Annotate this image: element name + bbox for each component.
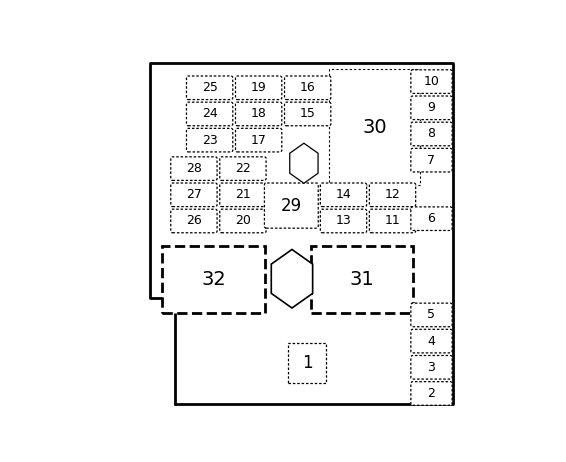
FancyBboxPatch shape — [186, 128, 233, 152]
Polygon shape — [290, 143, 318, 183]
Text: 9: 9 — [427, 101, 435, 114]
Text: 10: 10 — [423, 75, 439, 88]
FancyBboxPatch shape — [220, 157, 266, 181]
Bar — [288, 343, 326, 383]
Text: 31: 31 — [350, 270, 375, 289]
FancyBboxPatch shape — [171, 183, 217, 207]
Text: 18: 18 — [251, 108, 267, 121]
Text: 11: 11 — [385, 214, 400, 227]
FancyBboxPatch shape — [235, 102, 282, 126]
Bar — [329, 69, 420, 185]
FancyBboxPatch shape — [285, 102, 331, 126]
FancyBboxPatch shape — [235, 76, 282, 100]
FancyBboxPatch shape — [411, 96, 452, 120]
FancyBboxPatch shape — [186, 102, 233, 126]
Text: 6: 6 — [427, 212, 435, 225]
Text: 25: 25 — [201, 81, 217, 94]
Text: 28: 28 — [186, 162, 202, 175]
Text: 21: 21 — [235, 188, 251, 201]
FancyBboxPatch shape — [411, 355, 452, 379]
Bar — [311, 246, 413, 313]
FancyBboxPatch shape — [411, 70, 452, 93]
FancyBboxPatch shape — [171, 157, 217, 181]
Text: 17: 17 — [251, 134, 267, 146]
FancyBboxPatch shape — [186, 76, 233, 100]
FancyBboxPatch shape — [220, 183, 266, 207]
Text: 29: 29 — [281, 197, 302, 214]
Text: 22: 22 — [235, 162, 251, 175]
FancyBboxPatch shape — [264, 183, 318, 228]
Text: 27: 27 — [186, 188, 202, 201]
Text: 19: 19 — [251, 81, 267, 94]
Text: 4: 4 — [427, 334, 435, 347]
Text: 1: 1 — [302, 354, 312, 372]
Text: 5: 5 — [427, 309, 435, 322]
FancyBboxPatch shape — [411, 122, 452, 146]
Polygon shape — [271, 249, 312, 308]
Text: 8: 8 — [427, 128, 435, 140]
Text: 23: 23 — [201, 134, 217, 146]
FancyBboxPatch shape — [370, 209, 415, 233]
Text: 2: 2 — [427, 387, 435, 400]
FancyBboxPatch shape — [411, 148, 452, 172]
Text: 16: 16 — [300, 81, 316, 94]
FancyBboxPatch shape — [171, 209, 217, 233]
FancyBboxPatch shape — [370, 183, 415, 207]
Text: 3: 3 — [427, 361, 435, 374]
Text: 20: 20 — [235, 214, 251, 227]
FancyBboxPatch shape — [411, 329, 452, 353]
FancyBboxPatch shape — [411, 207, 452, 231]
FancyBboxPatch shape — [411, 303, 452, 327]
FancyBboxPatch shape — [235, 128, 282, 152]
FancyBboxPatch shape — [220, 209, 266, 233]
FancyBboxPatch shape — [320, 209, 367, 233]
Bar — [162, 246, 265, 313]
Text: 13: 13 — [336, 214, 351, 227]
FancyBboxPatch shape — [320, 183, 367, 207]
Text: 14: 14 — [336, 188, 351, 201]
FancyBboxPatch shape — [285, 76, 331, 100]
Text: 30: 30 — [362, 117, 387, 137]
Text: 7: 7 — [427, 154, 435, 167]
Text: 26: 26 — [186, 214, 202, 227]
Text: 24: 24 — [201, 108, 217, 121]
FancyBboxPatch shape — [411, 382, 452, 405]
Text: 12: 12 — [385, 188, 400, 201]
Text: 32: 32 — [201, 270, 226, 289]
Text: 15: 15 — [300, 108, 316, 121]
